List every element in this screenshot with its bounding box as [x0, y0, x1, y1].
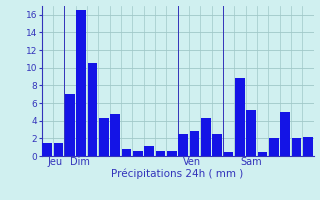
Bar — [246, 110, 256, 156]
Bar — [292, 138, 301, 156]
Bar — [133, 151, 143, 156]
Bar — [167, 151, 177, 156]
Bar — [54, 143, 63, 156]
Bar — [43, 143, 52, 156]
Bar — [224, 152, 233, 156]
Bar — [110, 114, 120, 156]
Bar — [190, 131, 199, 156]
Bar — [76, 10, 86, 156]
Bar — [201, 118, 211, 156]
Bar — [179, 134, 188, 156]
Bar — [99, 118, 109, 156]
Bar — [65, 94, 75, 156]
Bar — [269, 138, 279, 156]
Bar — [88, 63, 97, 156]
X-axis label: Précipitations 24h ( mm ): Précipitations 24h ( mm ) — [111, 169, 244, 179]
Bar — [235, 78, 245, 156]
Bar — [280, 112, 290, 156]
Bar — [156, 151, 165, 156]
Bar — [122, 149, 132, 156]
Bar — [258, 152, 268, 156]
Bar — [303, 137, 313, 156]
Bar — [212, 134, 222, 156]
Bar — [144, 146, 154, 156]
